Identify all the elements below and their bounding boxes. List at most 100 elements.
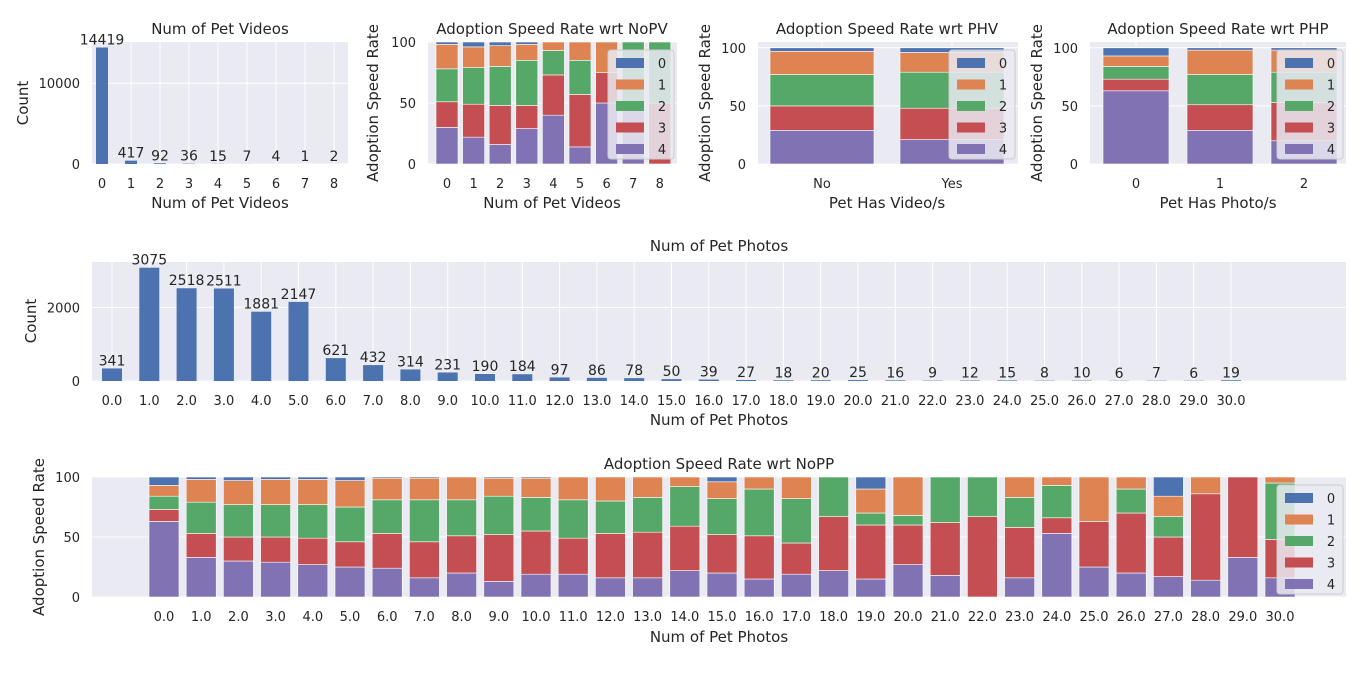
x-tick-label: 22.0 (918, 394, 947, 409)
bar-segment-4 (1079, 567, 1109, 597)
x-tick-label: 5 (243, 177, 251, 192)
bar-segment-2 (670, 487, 700, 527)
bar-segment-4 (856, 579, 886, 597)
x-tick-label: 9.0 (437, 394, 458, 409)
x-tick-label: 24.0 (1042, 610, 1071, 625)
bar-segment-3 (707, 535, 737, 573)
bar-segment-4 (1187, 130, 1253, 164)
legend-label: 2 (658, 100, 666, 115)
bar-segment-2 (521, 497, 551, 531)
bar-segment-2 (1103, 66, 1169, 79)
bar-segment-4 (335, 567, 365, 597)
bar-segment-1 (1103, 56, 1169, 66)
data-label: 15 (209, 149, 227, 165)
bar-segment-0 (521, 477, 551, 478)
x-tick-label: 0 (443, 177, 451, 192)
bar-segment-1 (595, 477, 625, 501)
x-tick-label: 20.0 (894, 610, 923, 625)
bar-segment-2 (149, 496, 179, 509)
y-axis-label: Count (22, 299, 40, 344)
x-axis-label: Num of Pet Photos (650, 411, 789, 429)
x-tick-label: 0.0 (154, 610, 175, 625)
bar-segment-4 (893, 565, 923, 597)
y-axis-label: Adoption Speed Rate (30, 458, 48, 616)
x-tick-label: 15.0 (657, 394, 686, 409)
bar-segment-2 (595, 501, 625, 533)
x-tick-label: 25.0 (1080, 610, 1109, 625)
bar-segment-3 (967, 517, 997, 597)
y-tick-label: 0 (72, 375, 80, 390)
data-label: 18 (774, 365, 792, 381)
x-tick-label: 5.0 (340, 610, 361, 625)
data-label: 2 (330, 149, 339, 165)
y-tick-label: 0 (72, 158, 80, 173)
bar-segment-2 (967, 477, 997, 517)
bar-segment-1 (447, 477, 477, 500)
bar-segment-4 (744, 579, 774, 597)
x-tick-label: 2 (1300, 177, 1308, 192)
bar-segment-3 (542, 75, 564, 115)
bar-segment-3 (261, 537, 291, 562)
bar-segment-2 (489, 66, 511, 105)
legend-label: 0 (658, 57, 666, 72)
bar-segment-1 (770, 51, 874, 74)
legend-label: 3 (999, 122, 1007, 137)
bar-segment-3 (1005, 527, 1035, 577)
legend-swatch-0 (616, 58, 644, 68)
bar-segment-4 (409, 578, 439, 597)
bar-segment-3 (335, 542, 365, 567)
bar-segment-4 (447, 573, 477, 597)
x-axis-label: Num of Pet Photos (650, 628, 789, 646)
legend-swatch-1 (1285, 80, 1313, 90)
bar-segment-3 (781, 543, 811, 574)
bar-segment-4 (516, 129, 538, 164)
bar-segment-3 (149, 509, 179, 521)
legend-label: 2 (1327, 535, 1335, 550)
bar-segment-4 (1228, 557, 1258, 597)
x-tick-label: 26.0 (1067, 394, 1096, 409)
x-tick-label: 5.0 (288, 394, 309, 409)
bar-segment-1 (558, 477, 588, 500)
bar (363, 365, 383, 381)
bar-segment-3 (463, 104, 485, 137)
y-axis-label: Adoption Speed Rate (1028, 24, 1046, 182)
x-tick-label: 20.0 (844, 394, 873, 409)
chart-title: Adoption Speed Rate wrt NoPV (436, 20, 668, 38)
x-tick-label: 29.0 (1179, 394, 1208, 409)
bar-segment-1 (707, 482, 737, 499)
legend-swatch-2 (616, 101, 644, 111)
bar-segment-3 (372, 533, 402, 568)
bar-segment-4 (781, 574, 811, 597)
chart-title: Adoption Speed Rate wrt NoPP (604, 455, 834, 473)
y-tick-label: 50 (63, 531, 80, 546)
bar-segment-3 (436, 102, 458, 128)
bar (139, 268, 159, 381)
legend-label: 0 (1327, 57, 1335, 72)
data-label: 231 (434, 357, 461, 373)
bar-segment-4 (223, 561, 253, 597)
x-tick-label: 4 (549, 177, 557, 192)
bar-segment-2 (558, 500, 588, 538)
bar-segment-2 (484, 496, 514, 534)
legend-swatch-0 (1285, 493, 1313, 503)
data-label: 3075 (131, 253, 167, 269)
bar-segment-1 (335, 481, 365, 507)
bar-segment-2 (893, 515, 923, 525)
x-tick-label: 2.0 (228, 610, 249, 625)
legend-label: 2 (999, 100, 1007, 115)
bar-segment-4 (707, 573, 737, 597)
chart-title: Adoption Speed Rate wrt PHV (776, 20, 999, 38)
bar-segment-3 (1191, 494, 1221, 580)
x-tick-label: 1.0 (191, 610, 212, 625)
bar-segment-4 (569, 147, 591, 164)
bar-segment-1 (1079, 477, 1109, 521)
bar-segment-3 (1153, 537, 1183, 577)
legend-label: 2 (1327, 100, 1335, 115)
data-label: 86 (588, 363, 606, 379)
x-tick-label: 10.0 (522, 610, 551, 625)
bar-segment-2 (856, 513, 886, 525)
bar-segment-2 (436, 69, 458, 102)
